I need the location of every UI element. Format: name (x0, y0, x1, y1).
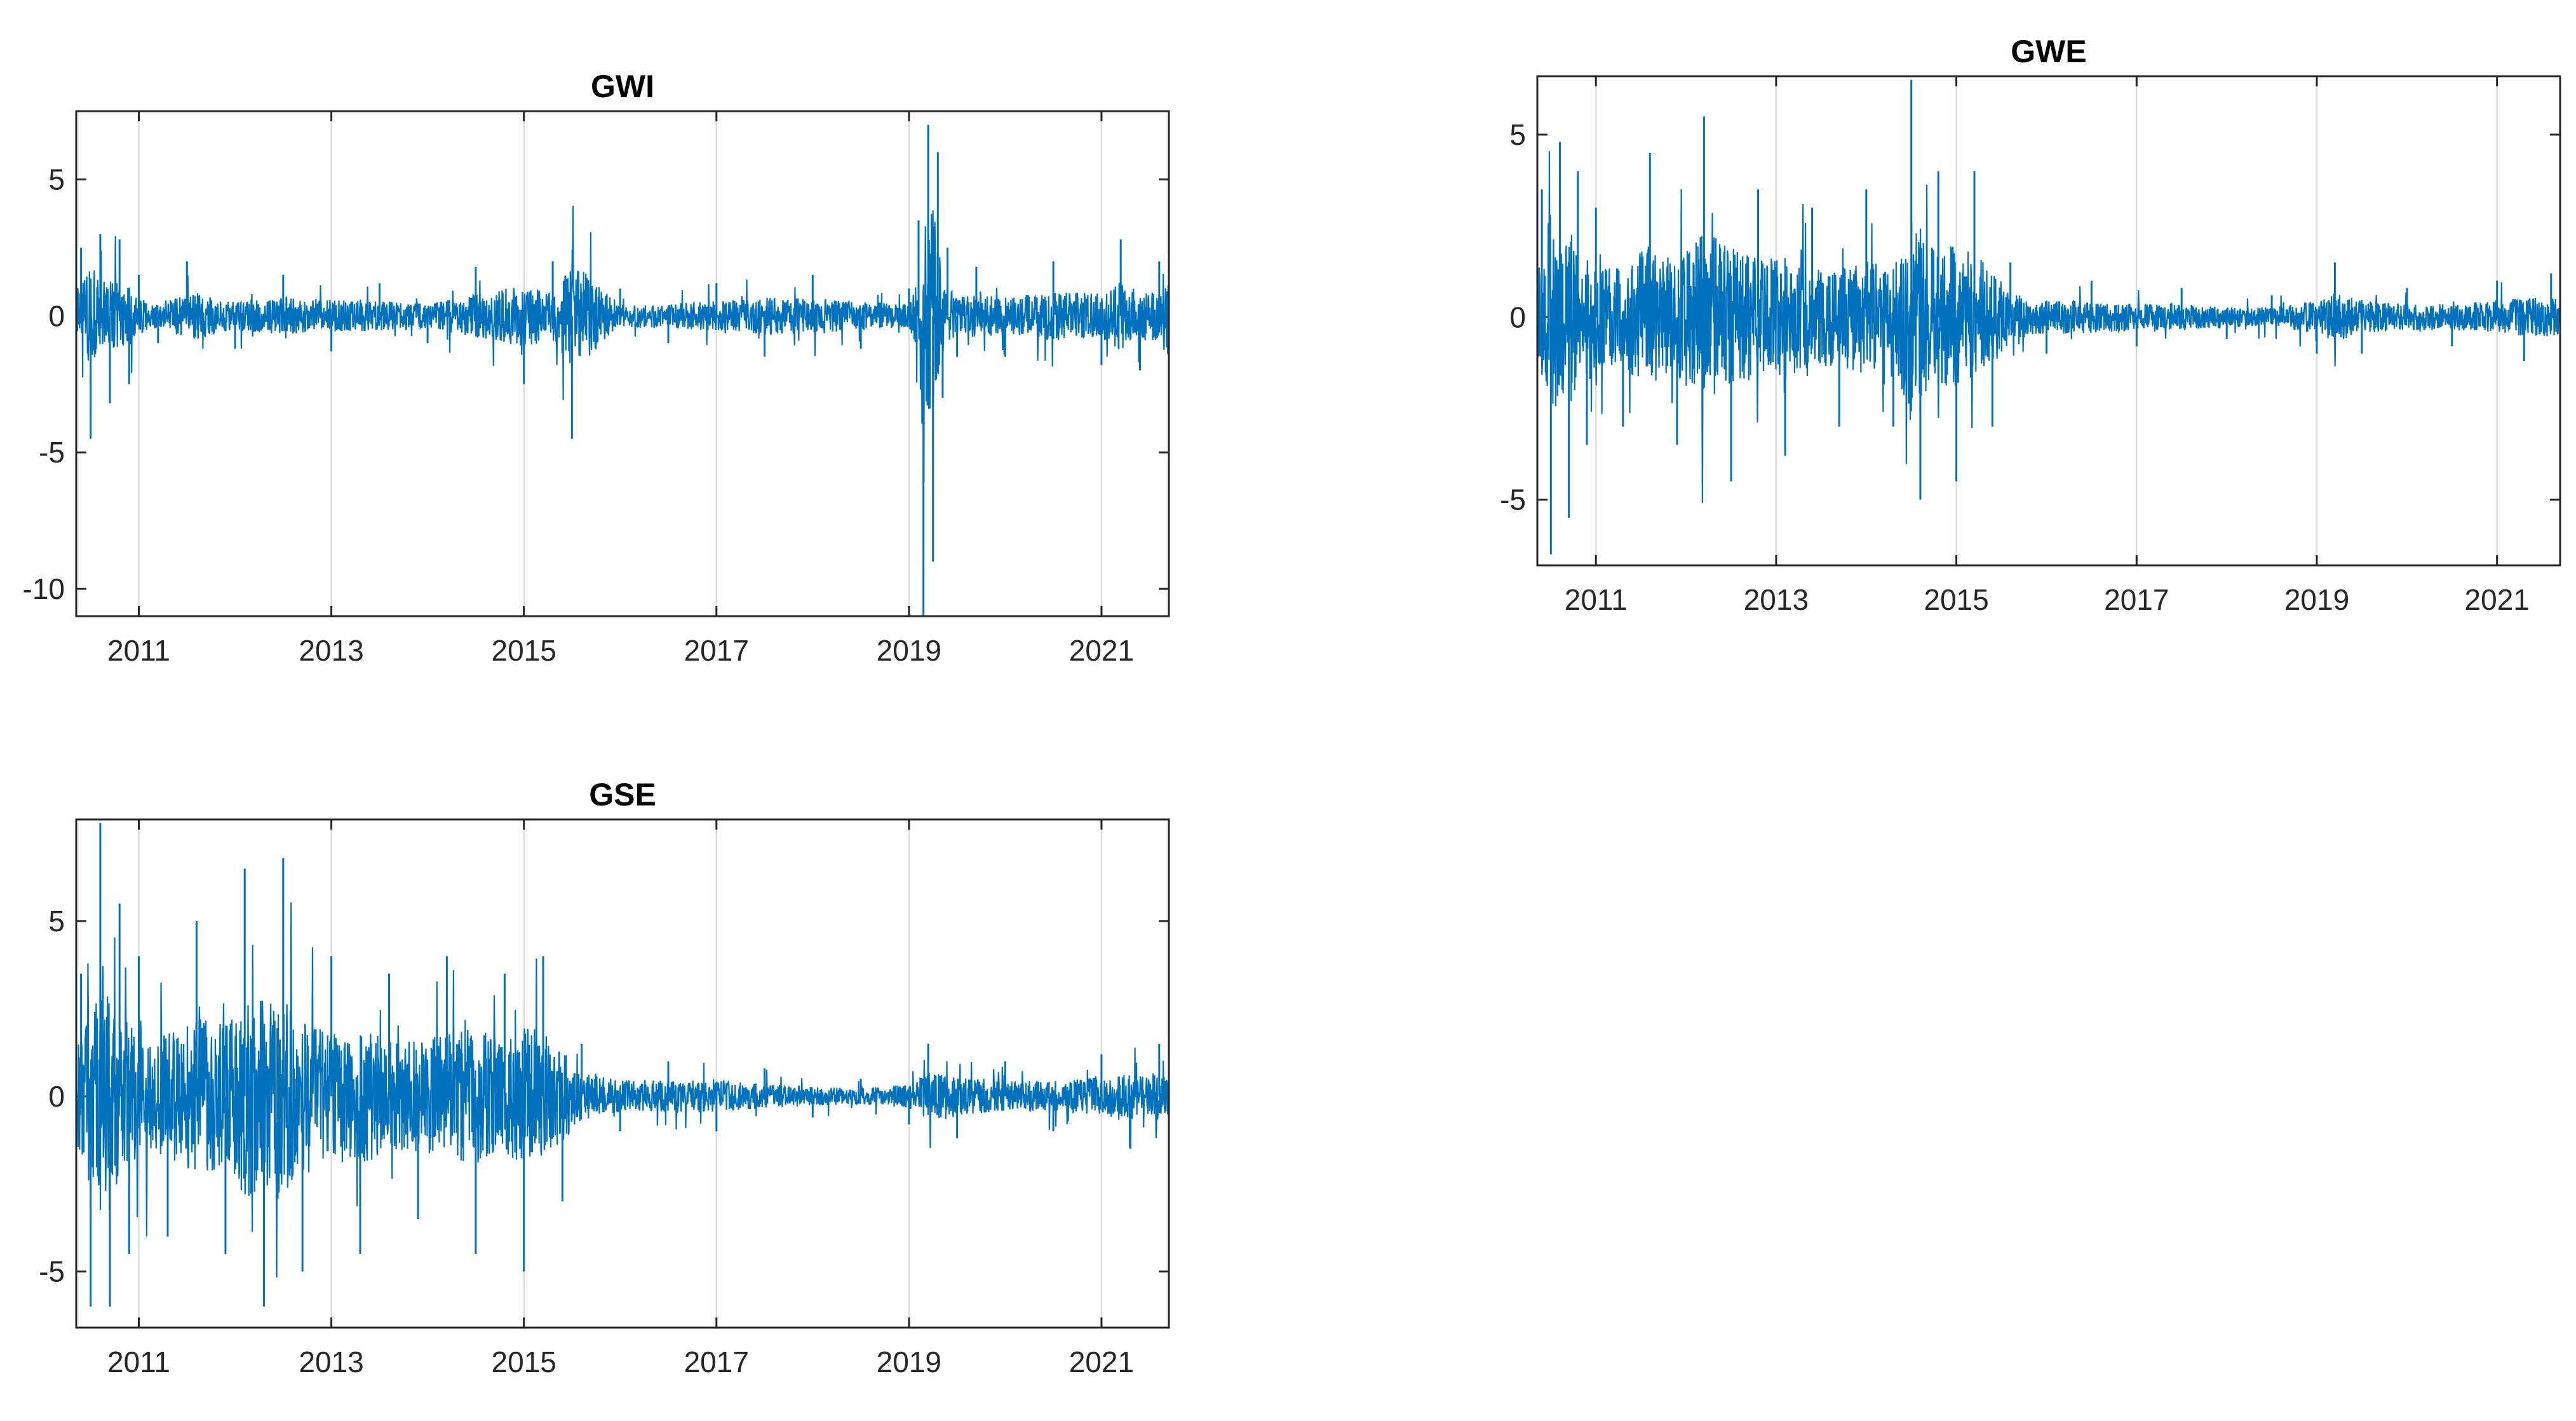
y-tick-label: -5 (39, 436, 65, 469)
y-tick-label: 5 (1509, 118, 1526, 151)
series-line (76, 902, 1169, 1278)
y-tick-label: 0 (48, 299, 65, 332)
x-tick-label: 2019 (877, 1345, 941, 1378)
x-tick-label: 2017 (2104, 583, 2169, 616)
chart-gwi: 2011 2013 2015 2017 2019 2021 5 0 -5 -10 GWI (23, 69, 1170, 667)
x-tick-label: 2015 (491, 634, 556, 667)
x-tick-label: 2017 (684, 1345, 749, 1378)
x-tick-label: 2021 (1069, 634, 1134, 667)
x-tick-label: 2013 (299, 634, 363, 667)
y-tick-label: 0 (48, 1080, 65, 1113)
x-tick-label: 2019 (2284, 583, 2349, 616)
series-line (76, 206, 1169, 482)
x-tick-label: 2015 (491, 1345, 556, 1378)
x-tick-label: 2013 (1744, 583, 1809, 616)
series-peaks (80, 823, 1169, 1307)
x-tick-label: 2021 (1069, 1345, 1134, 1378)
plot-frame (1536, 75, 2561, 567)
x-tick-label: 2013 (299, 1345, 363, 1378)
y-tick-label: -5 (39, 1255, 65, 1288)
x-tick-label: 2011 (1565, 583, 1628, 616)
x-tick-label: 2015 (1924, 583, 1988, 616)
series-peaks (80, 125, 1169, 616)
chart-title: GWE (2011, 34, 2086, 69)
y-tick-label: 0 (1509, 300, 1526, 333)
series-line (1537, 151, 2560, 503)
x-tick-label: 2017 (684, 634, 749, 667)
plot-frame (75, 110, 1170, 617)
y-tick-label: 5 (48, 163, 65, 196)
series-peaks (1541, 79, 2560, 555)
chart-gse: 2011 2013 2015 2017 2019 2021 5 0 -5 GSE (39, 777, 1170, 1378)
x-tick-label: 2011 (107, 634, 170, 667)
chart-title: GSE (589, 777, 656, 812)
plot-frame (75, 818, 1170, 1329)
chart-title: GWI (591, 69, 654, 104)
y-tick-label: -5 (1500, 483, 1526, 516)
y-tick-label: 5 (48, 905, 65, 938)
y-tick-label: -10 (23, 572, 65, 605)
chart-gwe: 2011 2013 2015 2017 2019 2021 5 0 -5 GWE (1500, 34, 2561, 616)
x-tick-label: 2021 (2465, 583, 2530, 616)
x-tick-label: 2019 (877, 634, 941, 667)
x-tick-label: 2011 (107, 1345, 170, 1378)
